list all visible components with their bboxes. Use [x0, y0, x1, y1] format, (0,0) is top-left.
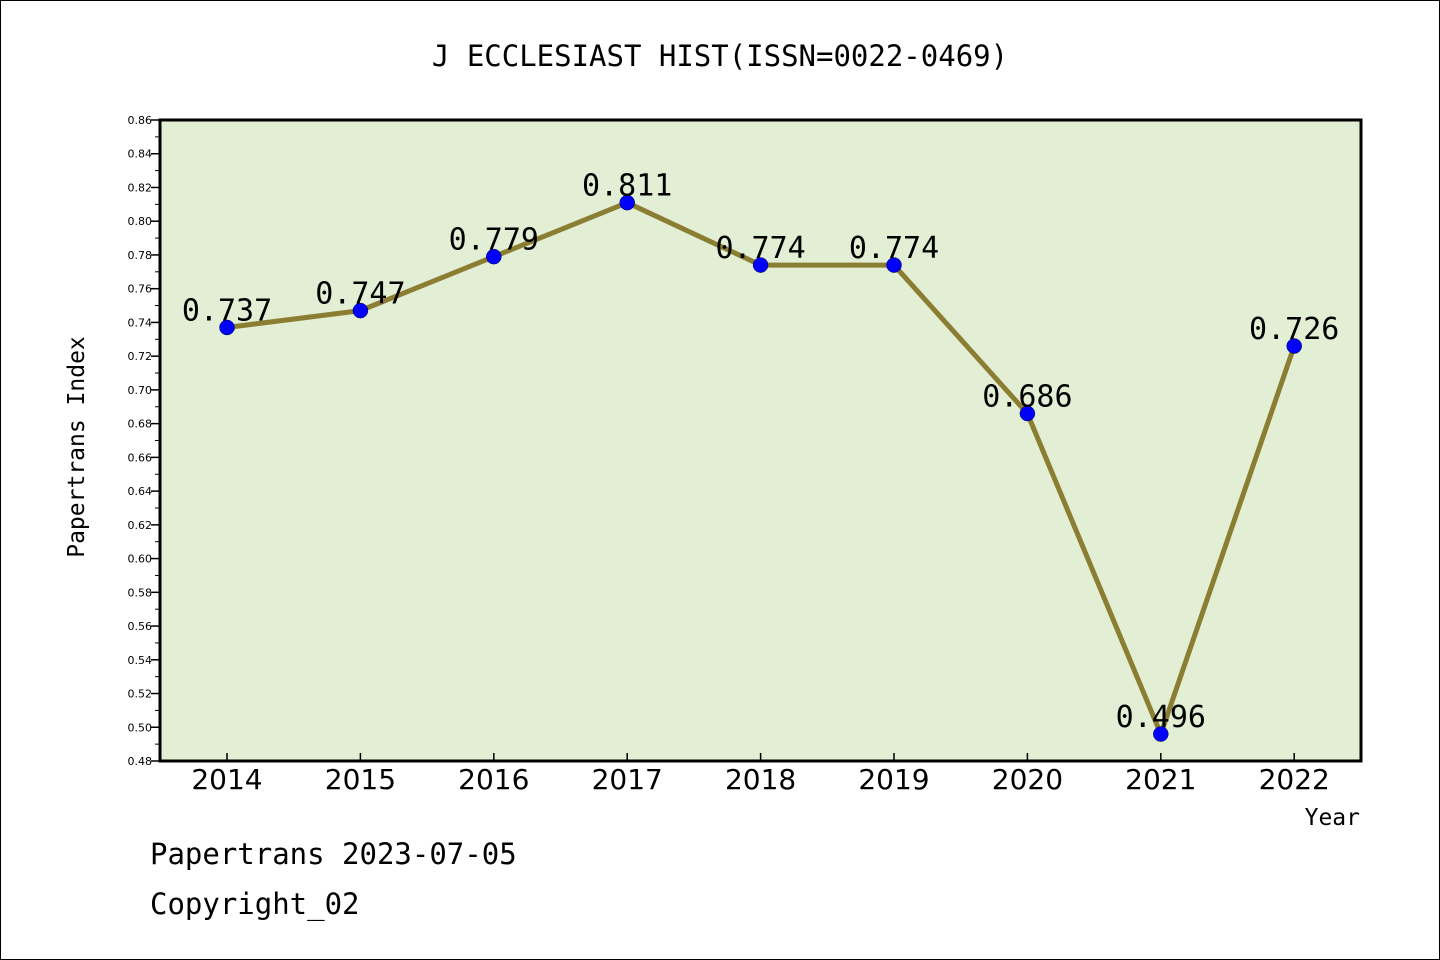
data-point: [1153, 726, 1169, 742]
y-tick-label: 0.50: [128, 721, 153, 734]
data-label: 0.774: [849, 231, 939, 266]
x-tick-label: 2019: [858, 763, 929, 796]
y-tick-label: 0.82: [128, 181, 153, 194]
y-tick-label: 0.68: [128, 418, 153, 431]
data-label: 0.496: [1116, 700, 1206, 735]
data-label: 0.747: [315, 277, 405, 312]
x-tick-label: 2021: [1125, 763, 1196, 796]
data-point: [1286, 338, 1302, 354]
y-tick-label: 0.56: [128, 620, 153, 633]
y-tick-label: 0.80: [128, 215, 153, 228]
data-point: [1019, 405, 1036, 422]
y-tick-label: 0.48: [128, 755, 153, 768]
data-point: [486, 248, 502, 265]
x-tick-label: 2016: [458, 763, 529, 796]
y-tick-label: 0.74: [128, 316, 153, 329]
y-tick-label: 0.62: [128, 519, 153, 532]
y-tick-label: 0.58: [128, 586, 153, 599]
y-tick-label: 0.76: [128, 283, 153, 296]
y-tick-label: 0.84: [128, 148, 153, 161]
y-tick-label: 0.60: [128, 553, 153, 566]
y-axis-label: Papertrans Index: [64, 336, 90, 558]
x-axis: 2014 2015 2016 2017 2018 2019 2020 2021 2022: [191, 753, 1330, 796]
data-label: 0.737: [182, 293, 272, 328]
data-point: [219, 319, 235, 336]
data-label: 0.774: [715, 231, 805, 266]
y-axis: 0.48 0.50 0.52 0.54 0.56 0.58 0.60 0.62 0.64 0.66…: [128, 114, 160, 768]
data-point: [352, 302, 369, 319]
y-tick-label: 0.64: [128, 485, 153, 498]
x-axis-label: Year: [1305, 805, 1360, 831]
x-tick-label: 2018: [725, 763, 796, 796]
footer-date: Papertrans 2023-07-05: [150, 837, 517, 871]
y-tick-label: 0.78: [128, 249, 153, 262]
chart-title: J ECCLESIAST HIST(ISSN=0022-0469): [432, 39, 1008, 73]
data-label: 0.779: [449, 223, 539, 258]
x-tick-label: 2022: [1259, 763, 1330, 796]
y-tick-label: 0.52: [128, 688, 153, 701]
y-tick-label: 0.54: [128, 654, 153, 667]
x-tick-label: 2020: [992, 763, 1063, 796]
data-label: 0.726: [1249, 312, 1339, 347]
footer-copyright: Copyright_02: [150, 887, 360, 922]
data-label: 0.811: [582, 169, 672, 204]
data-point: [752, 257, 769, 273]
y-tick-label: 0.70: [128, 384, 153, 397]
y-tick-label: 0.86: [128, 114, 153, 127]
y-tick-label: 0.66: [128, 451, 153, 464]
series-layer: 0.737 0.747 0.779 0.811 0.774 0.774 0.686 0.496…: [182, 169, 1339, 742]
x-tick-label: 2014: [191, 763, 262, 796]
data-point: [886, 257, 902, 273]
plot-area: [158, 118, 1363, 763]
x-tick-label: 2015: [325, 763, 396, 796]
data-label: 0.686: [982, 380, 1072, 415]
y-tick-label: 0.72: [128, 350, 153, 363]
data-point: [619, 194, 635, 211]
x-tick-label: 2017: [592, 763, 663, 796]
